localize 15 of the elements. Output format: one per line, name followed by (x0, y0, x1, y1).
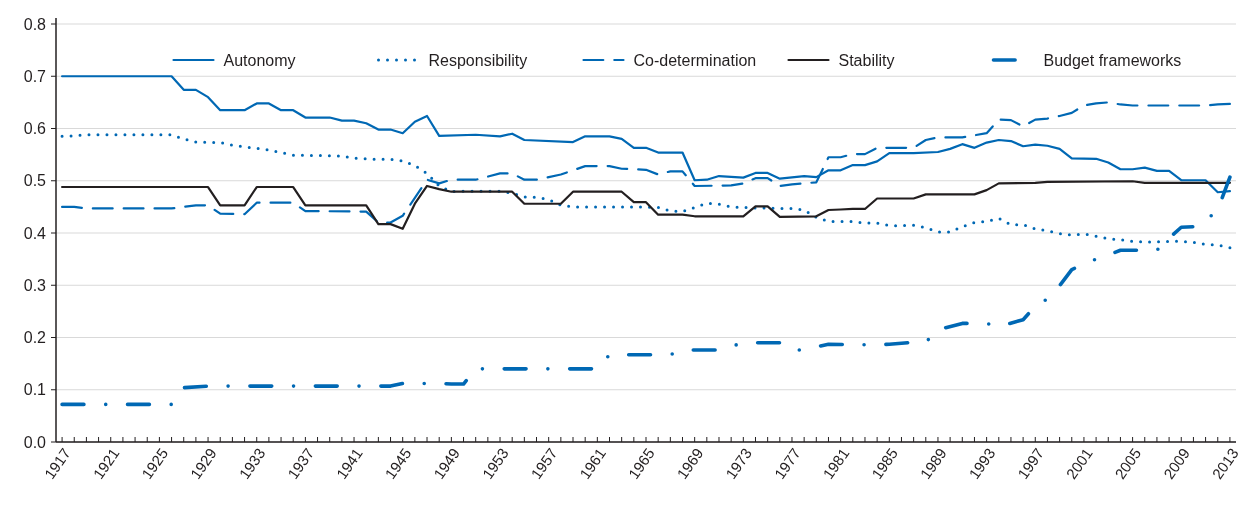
legend-label: Responsibility (428, 51, 528, 69)
y-tick-label: 0.1 (23, 381, 47, 399)
y-tick-label: 0.3 (23, 276, 47, 294)
y-tick-label: 0.2 (23, 329, 47, 347)
line-series (60, 180, 1232, 230)
y-tick-label: 0.4 (23, 224, 47, 242)
y-tick-label: 0.5 (23, 172, 47, 190)
legend-label: Budget frameworks (1043, 51, 1182, 69)
y-tick-label: 0.6 (23, 120, 47, 138)
legend-label: Stability (838, 51, 895, 69)
y-tick-label: 0.8 (23, 15, 47, 33)
y-tick-label: 0.7 (23, 67, 47, 85)
legend-label: Co-determination (633, 51, 757, 69)
legend-label: Autonomy (223, 51, 296, 69)
y-tick-label: 0.0 (23, 433, 47, 451)
